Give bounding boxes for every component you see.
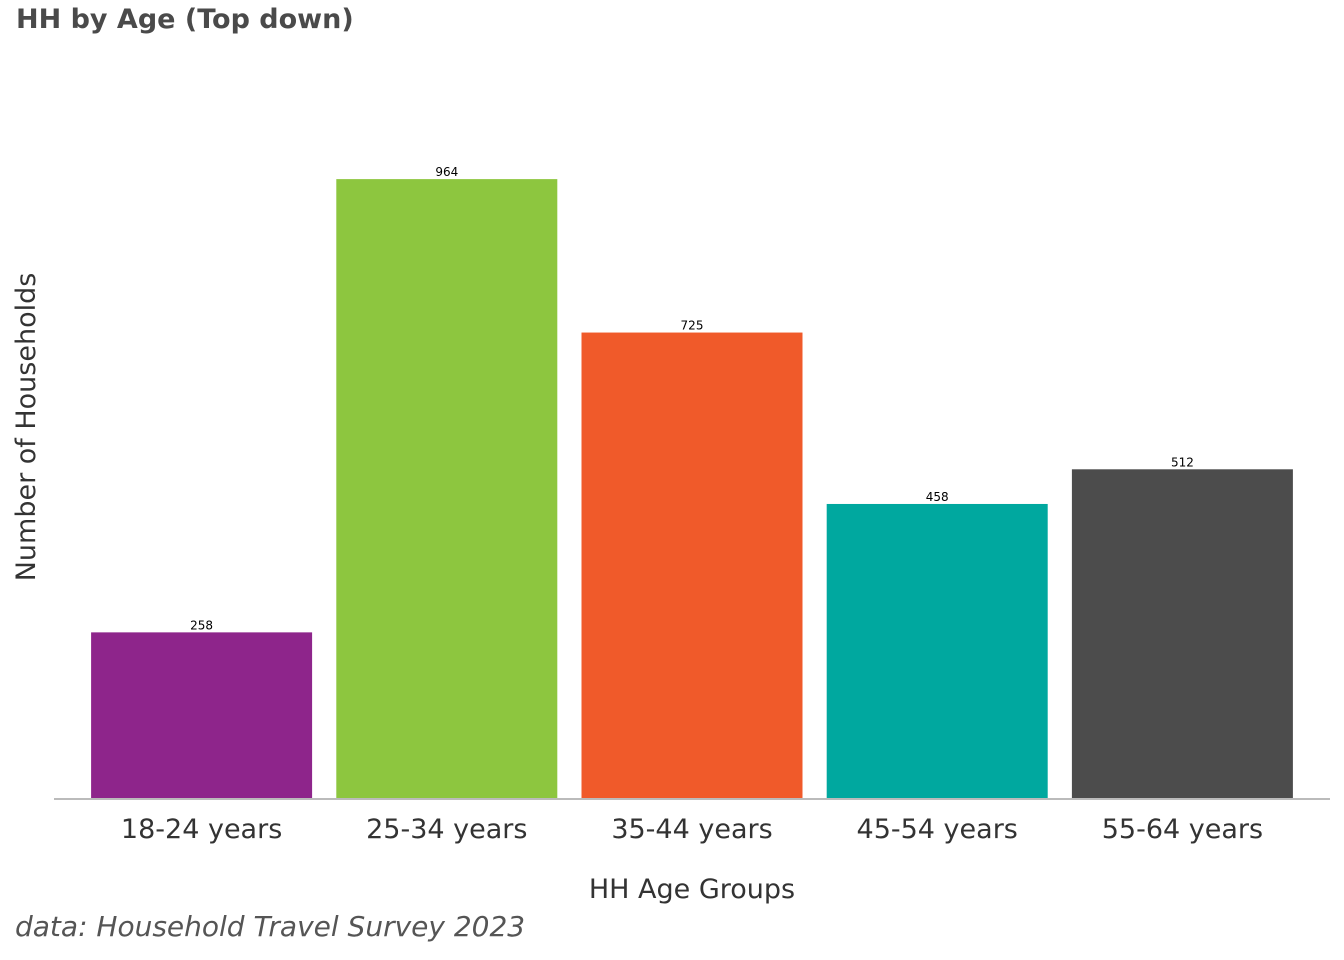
x-axis-label: HH Age Groups [589,874,795,905]
x-tick-labels-group: 18-24 years 25-34 years 35-44 years 45-54 y… [121,814,1263,845]
x-tick-label: 55-64 years [1102,814,1263,845]
chart-title: HH by Age (Top down) [16,4,354,35]
x-tick-label: 35-44 years [611,814,772,845]
x-tick-label: 25-34 years [366,814,527,845]
bar-value-label: 512 [1171,455,1194,469]
bar-35-44-years [581,332,803,798]
x-tick-label: 45-54 years [857,814,1018,845]
bar-55-64-years [1071,469,1293,798]
data-source-caption: data: Household Travel Survey 2023 [15,910,526,943]
bar-value-label: 258 [190,618,213,632]
value-labels-group: 258 964 725 458 512 [190,165,1194,632]
bar-18-24-years [91,632,313,798]
bar-value-label: 458 [926,490,949,504]
x-tick-label: 18-24 years [121,814,282,845]
y-axis-label: Number of Households [11,273,42,582]
bar-value-label: 964 [435,165,458,179]
bar-25-34-years [336,179,558,798]
bar-45-54-years [826,503,1048,798]
bar-value-label: 725 [681,319,704,333]
bars-group [91,179,1293,798]
